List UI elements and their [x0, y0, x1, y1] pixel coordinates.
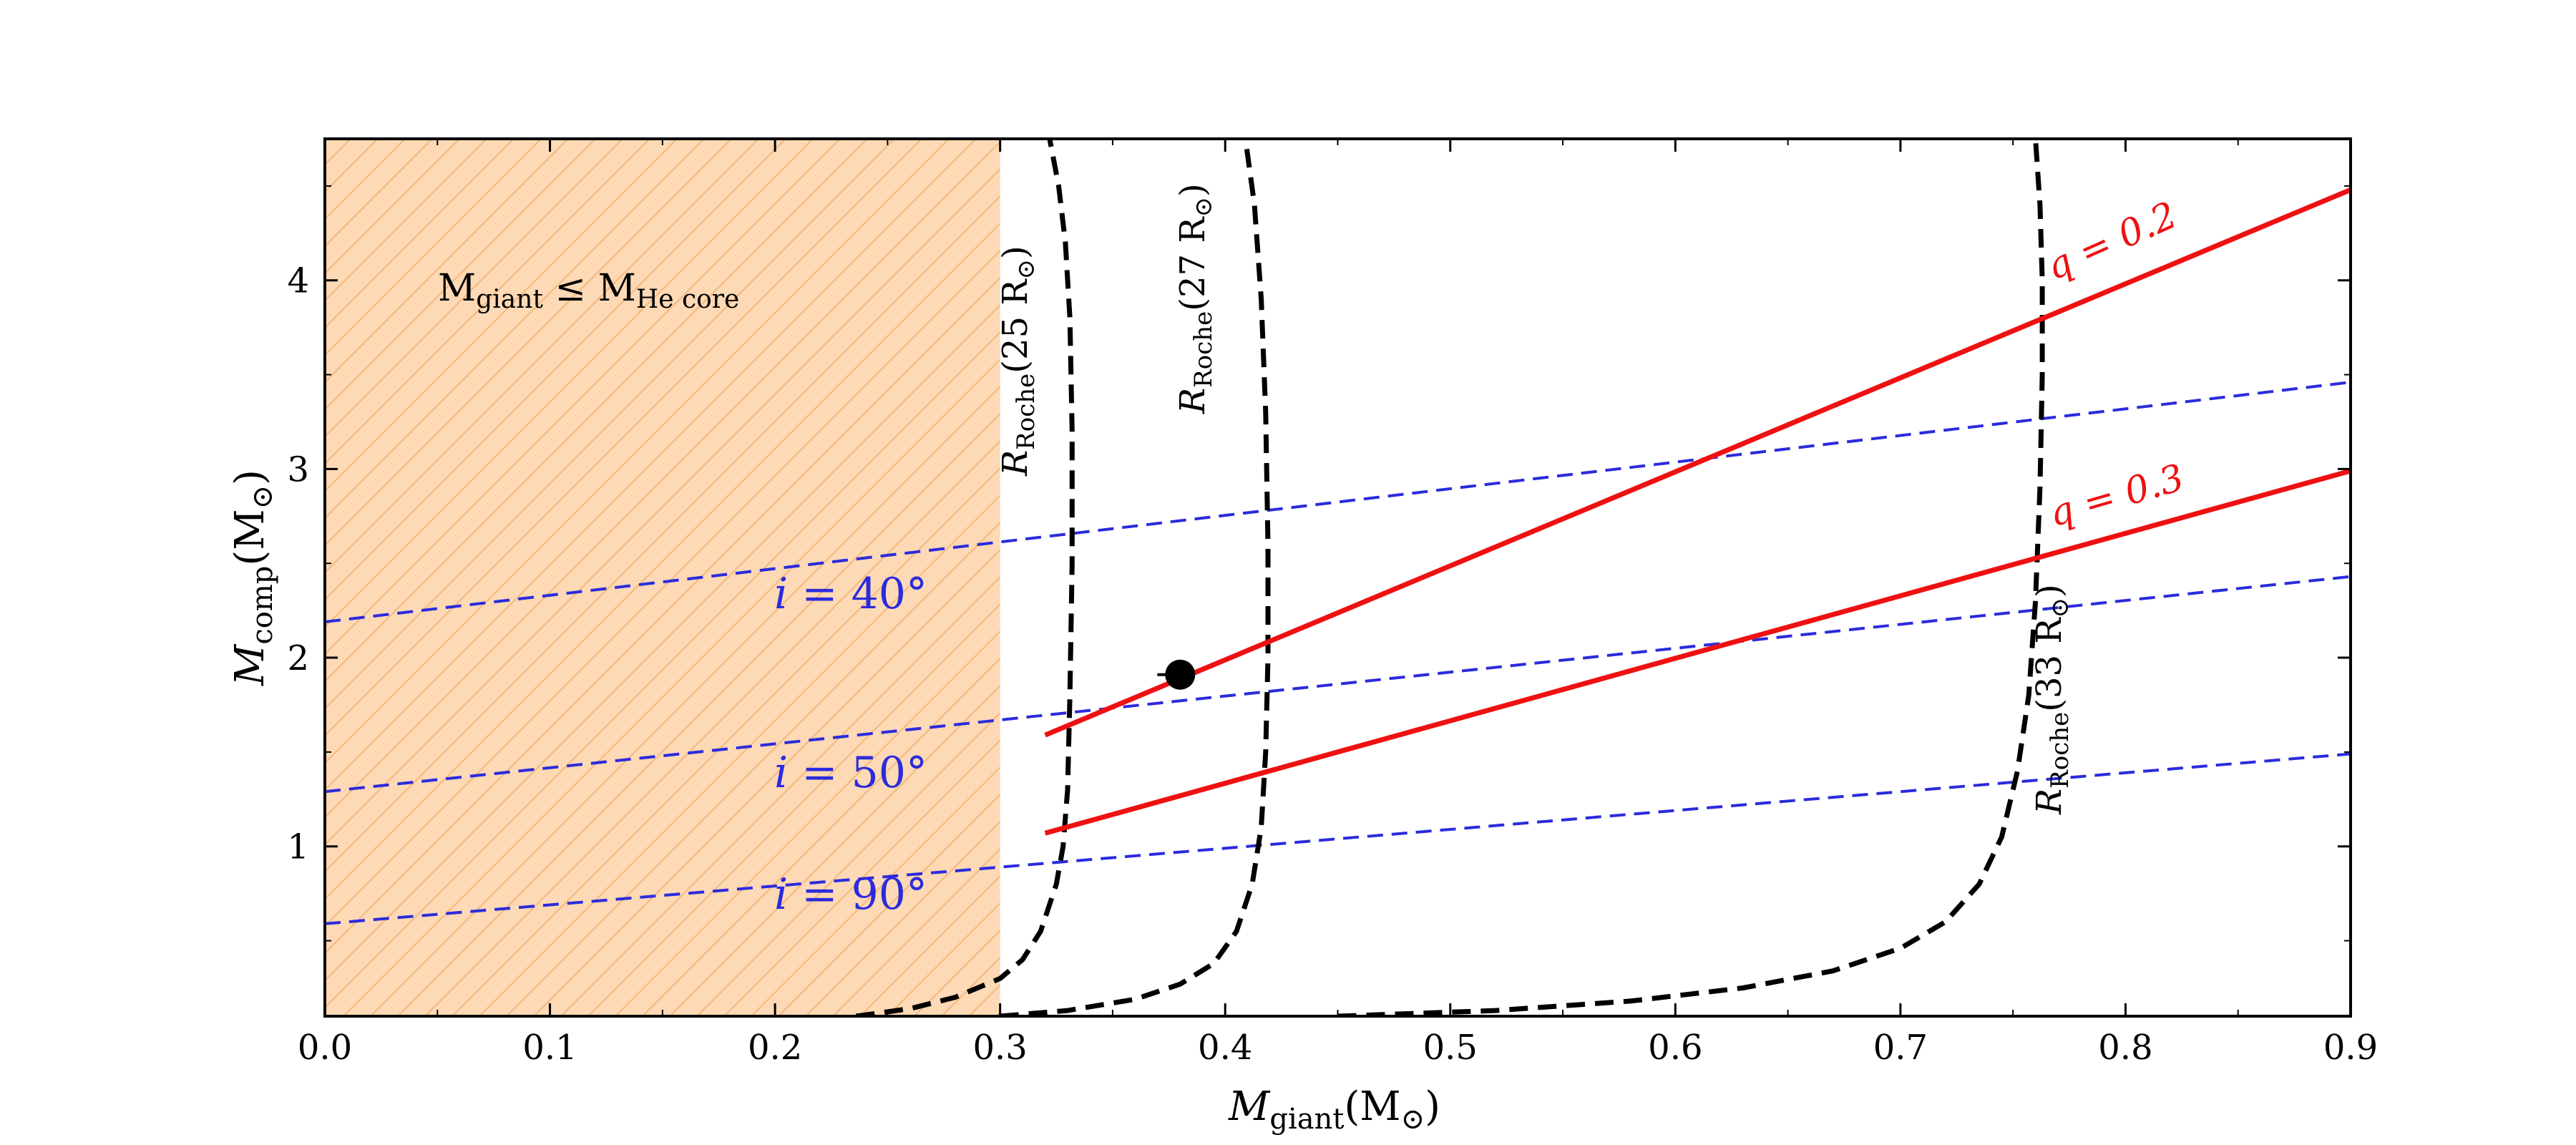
- label-i-50-var: i: [774, 748, 788, 798]
- y-axis-label-close: ): [227, 469, 273, 485]
- shaded-region-label-sub1: giant: [476, 285, 543, 314]
- label-roche-33-post: (33 R: [2029, 617, 2069, 712]
- label-roche-33-sun: ⊙: [2046, 598, 2074, 618]
- y-axis-label: Mcomp(M⊙): [227, 469, 279, 686]
- label-roche-33-sub: Roche: [2046, 712, 2074, 789]
- mass-ratio-line-0: [1044, 187, 2351, 738]
- shaded-region: [325, 139, 1000, 1016]
- label-i-90: i = 90°: [774, 869, 927, 920]
- marker-point: [1165, 659, 1196, 690]
- label-roche-25: RRoche(25 R⊙): [995, 245, 1040, 477]
- label-roche-33-end: ): [2029, 584, 2069, 598]
- shaded-region-label-main: M: [438, 267, 476, 310]
- y-axis-label-var: M: [227, 643, 273, 686]
- label-i-40-var: i: [774, 569, 788, 619]
- label-roche-25-sun: ⊙: [1012, 259, 1040, 280]
- x-tick-label: 0.3: [972, 1028, 1027, 1068]
- roche-curve-0: [855, 139, 1075, 1016]
- x-tick-label: 0.4: [1198, 1028, 1252, 1068]
- x-tick-label: 0.9: [2323, 1028, 2378, 1068]
- label-roche-27-sun: ⊙: [1189, 197, 1218, 218]
- shaded-region-label-rel: ≤ M: [543, 267, 636, 310]
- x-axis-label-sun: ⊙: [1401, 1103, 1425, 1136]
- x-axis-label: Mgiant(M⊙): [1228, 1083, 1440, 1136]
- y-axis-label-unit: (M: [227, 509, 273, 565]
- roche-curve-2: [1337, 139, 2045, 1016]
- label-roche-25-pre: R: [995, 450, 1035, 477]
- label-roche-27-post: (27 R: [1173, 216, 1213, 311]
- label-roche-27-pre: R: [1173, 388, 1213, 414]
- x-tick-label: 0.8: [2098, 1028, 2152, 1068]
- label-roche-25-post: (25 R: [995, 278, 1035, 374]
- x-tick-label: 0.5: [1423, 1028, 1478, 1068]
- x-tick-label: 0.0: [298, 1028, 352, 1068]
- mass-ratio-line-1: [1044, 468, 2351, 836]
- label-roche-25-sub: Roche: [1012, 374, 1040, 450]
- y-axis-label-sun: ⊙: [246, 485, 279, 510]
- label-i-40: i = 40°: [774, 569, 927, 619]
- label-i-50: i = 50°: [774, 748, 927, 798]
- label-i-90-var: i: [774, 869, 788, 920]
- label-i-50-val: = 50°: [788, 748, 927, 798]
- y-tick-label: 1: [287, 827, 309, 867]
- x-axis-label-var: M: [1228, 1083, 1271, 1130]
- y-axis-label-sub: comp: [246, 566, 279, 645]
- x-axis-label-close: ): [1425, 1083, 1440, 1130]
- label-q-0.2: q = 0.2: [2040, 194, 2183, 289]
- label-roche-27-sub: Roche: [1189, 311, 1218, 388]
- x-tick-label: 0.7: [1873, 1028, 1928, 1068]
- label-i-90-val: = 90°: [788, 869, 927, 920]
- shaded-region-label: Mgiant ≤ MHe core: [438, 267, 739, 314]
- y-tick-label: 3: [287, 449, 309, 489]
- label-i-40-val: = 40°: [788, 569, 927, 619]
- x-tick-label: 0.2: [748, 1028, 802, 1068]
- y-tick-label: 2: [287, 638, 309, 678]
- label-roche-33: RRoche(33 R⊙): [2029, 584, 2074, 815]
- x-axis-label-sub: giant: [1269, 1103, 1344, 1136]
- y-tick-label: 4: [287, 261, 309, 301]
- label-roche-27-end: ): [1173, 183, 1213, 197]
- shaded-region-label-sub2: He core: [636, 285, 740, 314]
- x-axis-label-unit: (M: [1344, 1083, 1400, 1130]
- x-tick-label: 0.6: [1648, 1028, 1702, 1068]
- label-roche-25-end: ): [995, 245, 1035, 259]
- label-roche-27: RRoche(27 R⊙): [1173, 183, 1218, 414]
- label-roche-33-pre: R: [2029, 789, 2069, 815]
- roche-curve-1: [1000, 139, 1271, 1016]
- x-tick-label: 0.1: [522, 1028, 577, 1068]
